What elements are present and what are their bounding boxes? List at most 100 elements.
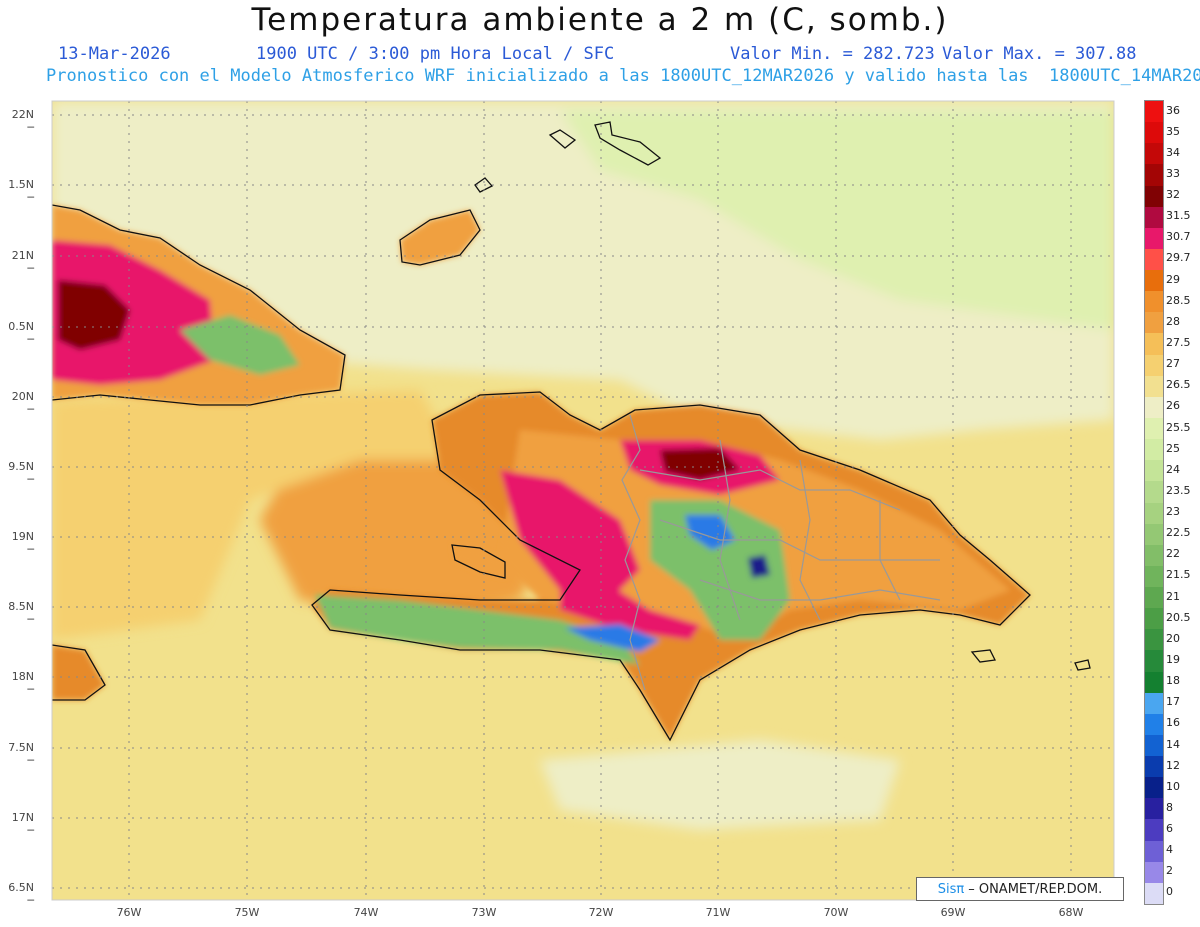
color-scale-swatch <box>1145 692 1163 715</box>
credit-box: Sisπ – ONAMET/REP.DOM. <box>916 877 1124 901</box>
color-scale-swatch <box>1145 143 1163 165</box>
latitude-label: 19N ─ <box>11 530 34 556</box>
inagua-island <box>400 210 480 265</box>
color-scale-swatch <box>1145 248 1163 271</box>
longitude-label: 69W <box>940 906 966 919</box>
color-scale-swatch <box>1145 439 1163 461</box>
color-scale-swatch <box>1145 164 1163 187</box>
color-scale-label: 21 <box>1166 589 1180 603</box>
color-scale-swatch <box>1145 460 1163 482</box>
sea-mid-band <box>52 390 460 640</box>
color-scale-label: 14 <box>1166 737 1180 751</box>
latitude-label: 21N ─ <box>11 249 34 275</box>
max-value: Valor Max. = 307.88 <box>942 44 1137 64</box>
pico-duarte-coldest <box>748 555 770 578</box>
color-scale-swatch <box>1145 713 1163 736</box>
longitude-label: 75W <box>234 906 260 919</box>
latitude-label: 6.5N ─ <box>8 881 34 907</box>
color-scale-swatch <box>1145 671 1163 694</box>
sierra-baoruco-cold <box>565 624 660 652</box>
color-scale-swatch <box>1145 227 1163 250</box>
color-scale-swatch <box>1145 777 1163 799</box>
sea-cool-south <box>540 740 900 830</box>
color-scale-swatch <box>1145 819 1163 842</box>
cuba-hottest-zone <box>58 280 130 350</box>
model-run-info: Pronostico con el Modelo Atmosferico WRF… <box>46 66 1200 86</box>
color-scale-swatch <box>1145 396 1163 419</box>
coastlines <box>52 121 1091 742</box>
latitude-label: 22N ─ <box>11 108 34 134</box>
color-scale-swatch <box>1145 417 1163 440</box>
longitude-label: 72W <box>588 906 614 919</box>
color-scale-swatch <box>1145 544 1163 567</box>
hispaniola-cool-zone <box>650 500 790 640</box>
hispaniola-hot-central <box>500 470 640 600</box>
color-scale-label: 20 <box>1166 631 1180 645</box>
color-scale-swatch <box>1145 629 1163 651</box>
cordillera-central-cold <box>685 515 735 550</box>
color-scale-label: 26.5 <box>1166 378 1191 392</box>
longitude-label: 68W <box>1058 906 1084 919</box>
color-scale-swatch <box>1145 122 1163 144</box>
color-scale-label: 26 <box>1166 399 1180 413</box>
credit-text: – ONAMET/REP.DOM. <box>968 881 1103 897</box>
color-scale-label: 21.5 <box>1166 568 1191 582</box>
color-scale-label: 31.5 <box>1166 209 1191 223</box>
color-scale-label: 0 <box>1166 885 1173 899</box>
latitude-label: 18N ─ <box>11 670 34 696</box>
color-scale-label: 22.5 <box>1166 526 1191 540</box>
color-scale-label: 28 <box>1166 314 1180 328</box>
color-scale-swatch <box>1145 206 1163 229</box>
color-scale-label: 18 <box>1166 674 1180 688</box>
color-scale-swatch <box>1145 523 1163 546</box>
color-scale-swatch <box>1145 756 1163 778</box>
cuba-cool-zone <box>180 315 300 375</box>
gonave-island <box>452 545 505 578</box>
color-scale-swatch <box>1145 587 1163 609</box>
color-scale-label: 4 <box>1166 843 1173 857</box>
color-scale-label: 8 <box>1166 800 1173 814</box>
color-scale-swatch <box>1145 734 1163 757</box>
color-scale-swatch <box>1145 502 1163 525</box>
color-scale-label: 28.5 <box>1166 293 1191 307</box>
color-scale-label: 23.5 <box>1166 483 1191 497</box>
color-scale-swatch <box>1145 291 1163 313</box>
color-scale-label: 25 <box>1166 441 1180 455</box>
color-scale-label: 20.5 <box>1166 610 1191 624</box>
map-frame <box>51 100 1115 901</box>
color-scale-label: 36 <box>1166 103 1180 117</box>
color-scale-swatch <box>1145 882 1163 905</box>
color-scale-swatch <box>1145 650 1163 673</box>
longitude-label: 70W <box>823 906 849 919</box>
color-scale-swatch <box>1145 185 1163 208</box>
color-scale-swatch <box>1145 312 1163 334</box>
graticule <box>52 101 1114 900</box>
color-scale-swatch <box>1145 101 1163 123</box>
latitude-label: 17N ─ <box>11 811 34 837</box>
color-scale-swatch <box>1145 354 1163 377</box>
color-scale-label: 6 <box>1166 822 1173 836</box>
color-scale-label: 29 <box>1166 272 1180 286</box>
color-scale-label: 17 <box>1166 695 1180 709</box>
color-scale-label: 22 <box>1166 547 1180 561</box>
cuba-hot-zone <box>52 240 215 385</box>
color-scale-label: 32 <box>1166 188 1180 202</box>
color-scale-swatch <box>1145 375 1163 398</box>
color-scale-label: 16 <box>1166 716 1180 730</box>
color-scale-label: 19 <box>1166 652 1180 666</box>
color-scale-swatch <box>1145 270 1163 292</box>
color-scale-label: 33 <box>1166 166 1180 180</box>
color-scale-swatch <box>1145 798 1163 820</box>
color-scale-swatch <box>1145 333 1163 356</box>
color-scale-label: 2 <box>1166 864 1173 878</box>
color-scale-label: 24 <box>1166 462 1180 476</box>
longitude-label: 71W <box>705 906 731 919</box>
cuba-southwest-tip <box>52 645 105 700</box>
longitude-label: 74W <box>353 906 379 919</box>
latitude-label: 7.5N ─ <box>8 741 34 767</box>
color-scale-swatch <box>1145 565 1163 588</box>
longitude-label: 76W <box>116 906 142 919</box>
forecast-date: 13-Mar-2026 <box>58 44 171 64</box>
latitude-label: 9.5N ─ <box>8 460 34 486</box>
